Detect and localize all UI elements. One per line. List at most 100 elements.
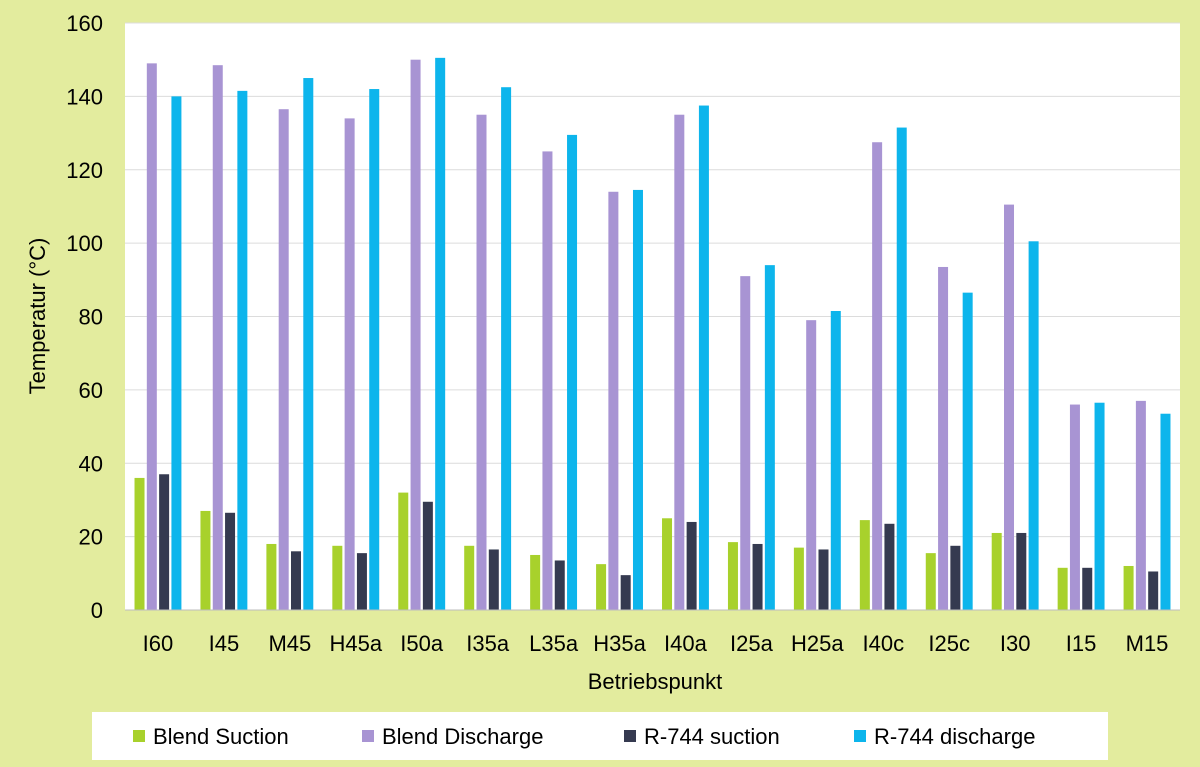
bar-r-744-suction-h35a — [620, 575, 631, 610]
bar-r-744-suction-i40c — [884, 523, 895, 610]
x-tick-label: I30 — [1000, 631, 1031, 656]
y-axis-title: Temperatur (°C) — [25, 238, 50, 395]
x-tick-label: I40c — [862, 631, 904, 656]
bar-r-744-suction-i40a — [686, 521, 697, 610]
gridlines — [125, 22, 1180, 538]
bar-blend-discharge-i30 — [1004, 204, 1015, 610]
bar-r-744-suction-m15 — [1148, 571, 1159, 610]
bar-blend-suction-i40c — [859, 520, 870, 610]
y-tick-label: 20 — [79, 525, 103, 550]
bar-blend-discharge-i35a — [476, 114, 487, 610]
x-tick-label: H45a — [329, 631, 382, 656]
legend-label: R-744 suction — [644, 724, 780, 749]
bar-r-744-discharge-h25a — [830, 310, 841, 610]
x-tick-label: I35a — [466, 631, 510, 656]
bar-blend-suction-i25a — [727, 542, 738, 610]
bar-blend-suction-i60 — [134, 477, 145, 610]
bar-blend-suction-i50a — [398, 492, 409, 610]
bar-r-744-discharge-h35a — [632, 189, 643, 610]
x-tick-label: M15 — [1126, 631, 1169, 656]
x-tick-label: H25a — [791, 631, 844, 656]
bar-blend-suction-i15 — [1057, 567, 1068, 610]
y-tick-label: 80 — [79, 305, 103, 330]
legend-label: R-744 discharge — [874, 724, 1035, 749]
x-tick-label: M45 — [268, 631, 311, 656]
x-tick-label: I40a — [664, 631, 708, 656]
bar-blend-discharge-i45 — [212, 65, 223, 611]
bar-r-744-discharge-i25a — [764, 265, 775, 610]
legend-label: Blend Suction — [153, 724, 289, 749]
bar-r-744-suction-i50a — [422, 501, 433, 610]
bar-blend-discharge-i25c — [938, 266, 949, 610]
bar-blend-discharge-h45a — [344, 118, 355, 610]
x-tick-label: I15 — [1066, 631, 1097, 656]
bar-r-744-discharge-i25c — [962, 292, 973, 610]
x-axis-title: Betriebspunkt — [588, 669, 723, 694]
bar-r-744-suction-i30 — [1016, 532, 1027, 610]
y-tick-label: 160 — [66, 11, 103, 36]
y-tick-label: 100 — [66, 231, 103, 256]
legend-swatch — [624, 730, 636, 742]
bar-r-744-suction-h45a — [356, 553, 367, 610]
bar-r-744-suction-h25a — [818, 549, 829, 610]
x-tick-label: I25c — [928, 631, 970, 656]
bar-blend-suction-i30 — [991, 532, 1002, 610]
legend-swatch — [362, 730, 374, 742]
bar-blend-discharge-i40a — [674, 114, 685, 610]
bar-blend-suction-m15 — [1123, 565, 1134, 610]
bar-r-744-suction-i25c — [950, 545, 961, 610]
legend-swatch — [854, 730, 866, 742]
x-tick-label: L35a — [529, 631, 579, 656]
bar-blend-discharge-i50a — [410, 59, 421, 610]
y-tick-label: 120 — [66, 158, 103, 183]
x-tick-label: H35a — [593, 631, 646, 656]
bar-blend-discharge-m45 — [278, 109, 289, 610]
bar-r-744-suction-i60 — [159, 474, 170, 610]
bar-blend-suction-i45 — [200, 510, 211, 610]
y-tick-label: 0 — [91, 598, 103, 623]
bar-blend-suction-h25a — [793, 547, 804, 610]
bar-r-744-discharge-i60 — [171, 96, 182, 610]
bar-r-744-discharge-i15 — [1094, 402, 1105, 610]
legend-swatch — [133, 730, 145, 742]
y-axis-ticks: 0 20 40 60 80 100 120 140 160 — [66, 11, 103, 623]
bar-r-744-discharge-h45a — [369, 89, 380, 611]
y-tick-label: 40 — [79, 451, 103, 476]
bars — [134, 57, 1171, 611]
bar-blend-suction-i40a — [662, 518, 673, 610]
bar-r-744-discharge-i40a — [698, 105, 709, 610]
bar-r-744-discharge-i35a — [501, 87, 512, 610]
x-tick-label: I25a — [730, 631, 774, 656]
bar-r-744-discharge-i30 — [1028, 241, 1039, 610]
y-tick-label: 60 — [79, 378, 103, 403]
bar-r-744-discharge-i40c — [896, 127, 907, 610]
bar-blend-suction-i25c — [925, 553, 936, 610]
bar-r-744-suction-m45 — [290, 551, 301, 610]
legend-box — [92, 712, 1108, 760]
x-tick-label: I50a — [400, 631, 444, 656]
bar-blend-suction-i35a — [464, 545, 475, 610]
bar-blend-discharge-h35a — [608, 191, 619, 610]
bar-r-744-suction-i25a — [752, 543, 763, 610]
bar-blend-discharge-i60 — [146, 63, 157, 610]
bar-blend-suction-l35a — [530, 554, 541, 610]
bar-blend-discharge-l35a — [542, 151, 553, 610]
bar-blend-suction-h45a — [332, 545, 343, 610]
bar-r-744-discharge-m15 — [1160, 413, 1171, 610]
y-tick-label: 140 — [66, 84, 103, 109]
bar-r-744-suction-i45 — [225, 512, 236, 610]
bar-blend-discharge-m15 — [1135, 400, 1146, 610]
bar-r-744-suction-l35a — [554, 560, 565, 610]
legend: Blend Suction Blend Discharge R-744 suctio… — [92, 712, 1108, 760]
bar-blend-suction-h35a — [596, 564, 607, 610]
bar-r-744-discharge-m45 — [303, 78, 314, 610]
x-axis-ticks: I60 I45 M45 H45a I50a I35a L35a H35a I40a I25a H25… — [143, 631, 1169, 656]
bar-blend-discharge-i25a — [740, 276, 751, 610]
bar-r-744-discharge-i50a — [435, 57, 446, 610]
x-tick-label: I60 — [143, 631, 174, 656]
bar-r-744-discharge-l35a — [567, 134, 578, 610]
bar-blend-discharge-h25a — [806, 320, 817, 610]
legend-label: Blend Discharge — [382, 724, 543, 749]
